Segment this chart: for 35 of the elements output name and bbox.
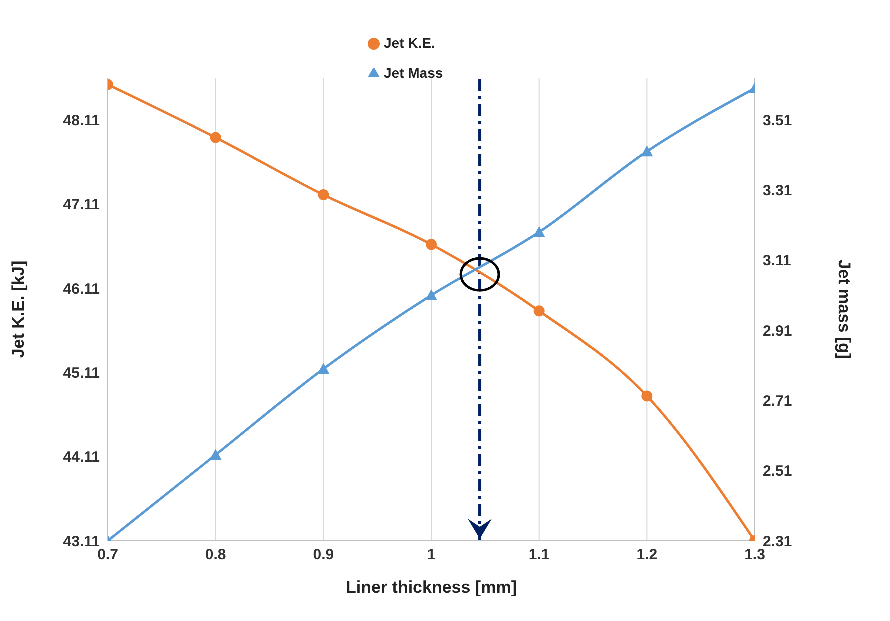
y2-tick-label: 3.11 (763, 252, 792, 270)
y2-tick-label: 3.31 (763, 182, 792, 200)
point (642, 390, 653, 402)
x-tick-label: 0.8 (205, 546, 226, 564)
y-tick-label: 45.11 (63, 364, 100, 382)
point (534, 306, 545, 317)
point (318, 363, 330, 374)
y2-axis-title: Jet mass [g] (834, 260, 854, 360)
x-tick-label: 1.2 (636, 546, 658, 564)
x-tick-label: 0.9 (313, 546, 334, 564)
point (426, 289, 438, 300)
y2-tick-label: 3.51 (763, 112, 792, 130)
x-tick-label: 1 (427, 546, 436, 564)
y-tick-label: 44.11 (63, 449, 100, 466)
y2-tick-label: 2.71 (763, 393, 792, 410)
y-tick-label: 43.11 (63, 533, 100, 550)
point (426, 239, 437, 250)
x-axis-title: Liner thickness [mm] (346, 578, 517, 597)
y2-tick-label: 2.91 (763, 322, 792, 340)
y-axis-title: Jet K.E. [kJ] (9, 260, 28, 358)
point (318, 190, 330, 201)
x-tick-label: 1.1 (528, 546, 550, 564)
x-tick-label: 1.3 (744, 546, 766, 564)
legend-label: Jet Mass (384, 65, 444, 81)
y2-tick-label: 2.51 (763, 463, 792, 480)
legend-label: Jet K.E. (384, 35, 436, 51)
point (210, 132, 222, 144)
point (210, 449, 222, 460)
point (533, 226, 546, 238)
y-tick-label: 47.11 (63, 196, 100, 214)
y-tick-label: 48.11 (63, 112, 100, 130)
x-tick-label: 0.7 (98, 546, 118, 564)
point (641, 146, 654, 157)
y2-tick-label: 2.31 (763, 533, 792, 550)
y-tick-label: 46.11 (63, 280, 100, 298)
